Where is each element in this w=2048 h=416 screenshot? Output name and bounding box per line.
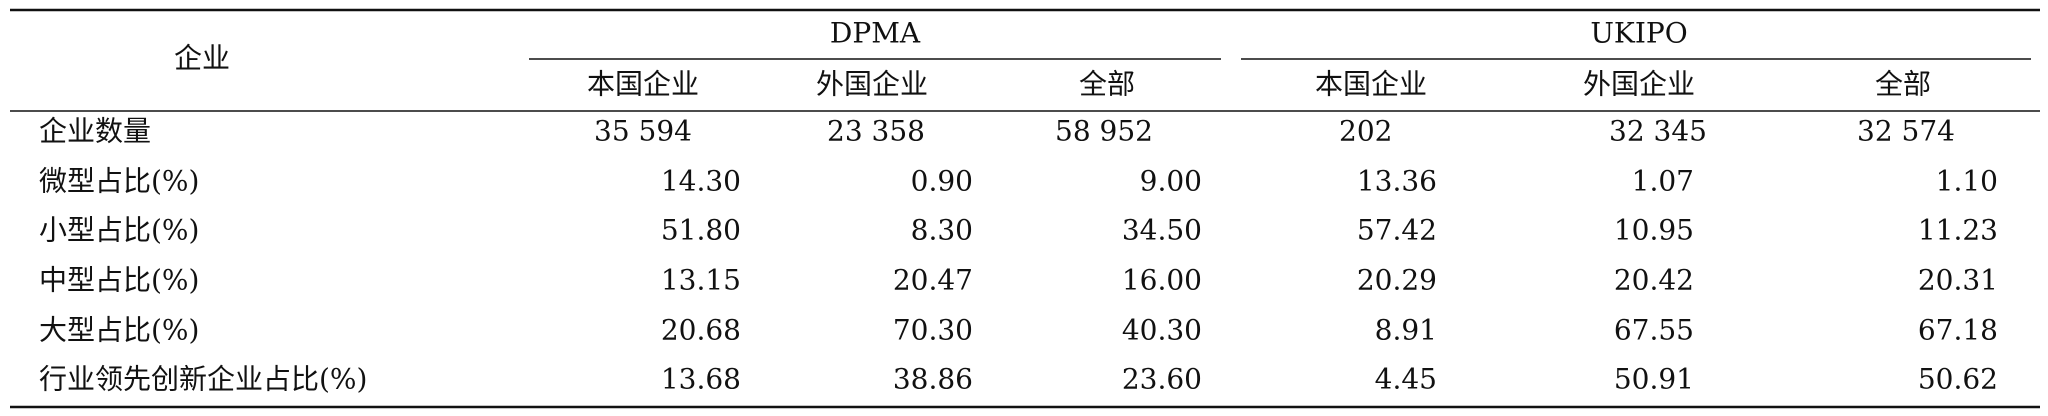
column-header: 外国企业: [816, 68, 928, 101]
column-header: 外国企业: [1583, 68, 1695, 101]
cell: 70.30: [893, 314, 973, 347]
cell: 10.95: [1614, 214, 1694, 247]
cell: 32 574: [1857, 115, 1955, 148]
cell: 1.10: [1936, 165, 1998, 198]
column-header: 全部: [1079, 68, 1135, 101]
cell: 51.80: [661, 214, 741, 247]
cell: 0.90: [911, 165, 973, 198]
cell: 35 594: [594, 115, 692, 148]
cell: 58 952: [1055, 115, 1153, 148]
row-label: 行业领先创新企业占比(%): [39, 363, 367, 396]
cell: 11.23: [1918, 214, 1998, 247]
cell: 20.31: [1918, 264, 1998, 297]
cell: 8.30: [911, 214, 973, 247]
row-label: 大型占比(%): [39, 314, 199, 347]
cell: 14.30: [661, 165, 741, 198]
cell: 20.68: [661, 314, 741, 347]
cell: 8.91: [1375, 314, 1437, 347]
column-header: 全部: [1875, 68, 1931, 101]
row-label: 微型占比(%): [39, 165, 199, 198]
cell: 4.45: [1375, 363, 1437, 396]
cell: 13.36: [1357, 165, 1437, 198]
cell: 38.86: [893, 363, 973, 396]
cell: 16.00: [1122, 264, 1202, 297]
cell: 40.30: [1122, 314, 1202, 347]
cell: 23.60: [1122, 363, 1202, 396]
cell: 13.68: [661, 363, 741, 396]
cell: 1.07: [1632, 165, 1694, 198]
corner-header: 企业: [174, 42, 230, 75]
cell: 67.55: [1614, 314, 1694, 347]
group-header: DPMA: [830, 17, 921, 50]
cell: 202: [1339, 115, 1392, 148]
column-header: 本国企业: [587, 68, 699, 101]
group-header: UKIPO: [1590, 17, 1687, 50]
cell: 20.42: [1614, 264, 1694, 297]
cell: 50.91: [1614, 363, 1694, 396]
cell: 57.42: [1357, 214, 1437, 247]
column-header: 本国企业: [1315, 68, 1427, 101]
cell: 50.62: [1918, 363, 1998, 396]
cell: 23 358: [827, 115, 925, 148]
cell: 20.47: [893, 264, 973, 297]
cell: 9.00: [1140, 165, 1202, 198]
cell: 34.50: [1122, 214, 1202, 247]
row-label: 小型占比(%): [39, 214, 199, 247]
row-label: 企业数量: [39, 115, 151, 148]
cell: 32 345: [1609, 115, 1707, 148]
cell: 13.15: [661, 264, 741, 297]
cell: 20.29: [1357, 264, 1437, 297]
row-label: 中型占比(%): [39, 264, 199, 297]
cell: 67.18: [1918, 314, 1998, 347]
